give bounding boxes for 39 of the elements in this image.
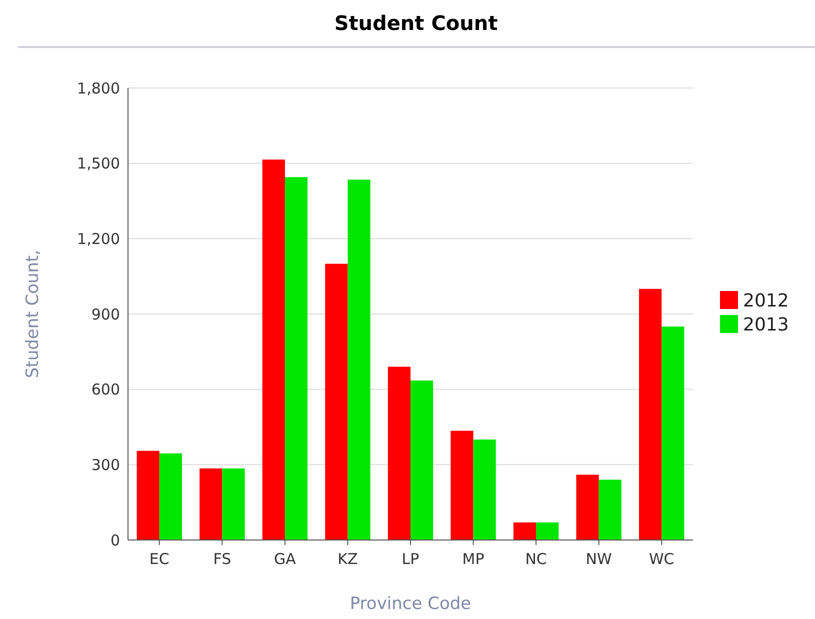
x-axis-title: Province Code [350, 594, 472, 614]
x-tick-label: GA [274, 550, 297, 568]
bar [159, 453, 182, 540]
bar [222, 468, 245, 540]
bar [576, 474, 599, 540]
bar [450, 430, 474, 540]
bar [410, 380, 434, 540]
y-tick-label: 300 [91, 456, 120, 474]
x-tick-label: MP [462, 550, 484, 568]
bar [348, 180, 370, 540]
y-tick-label: 900 [91, 305, 120, 324]
x-tick-label: LP [402, 550, 420, 568]
bar [262, 160, 285, 540]
chart-title: Student Count [334, 11, 498, 35]
y-tick-label: 1,200 [77, 230, 120, 248]
y-tick-label: 0 [110, 531, 120, 550]
x-tick-label: EC [149, 550, 170, 568]
y-tick-label: 600 [91, 380, 120, 399]
bar [513, 522, 536, 540]
x-tick-label: WC [648, 550, 674, 568]
x-tick-label: NC [525, 550, 547, 568]
x-tick-label: KZ [338, 550, 358, 568]
bar [325, 264, 348, 540]
y-axis-title: Student Count, [23, 250, 43, 378]
x-tick-label: FS [213, 550, 232, 568]
bar [388, 366, 410, 540]
bar [284, 177, 308, 540]
bar [473, 440, 496, 540]
bar [662, 326, 684, 540]
y-tick-label: 1,800 [77, 79, 120, 98]
y-tick-label: 1,500 [77, 154, 120, 173]
legend-label: 2013 [743, 314, 789, 336]
bar [200, 468, 222, 540]
x-tick-label: NW [586, 550, 612, 568]
bar [639, 288, 662, 540]
bar [136, 450, 160, 540]
bar [536, 522, 559, 540]
legend-label: 2012 [743, 290, 789, 312]
bar [598, 480, 622, 540]
